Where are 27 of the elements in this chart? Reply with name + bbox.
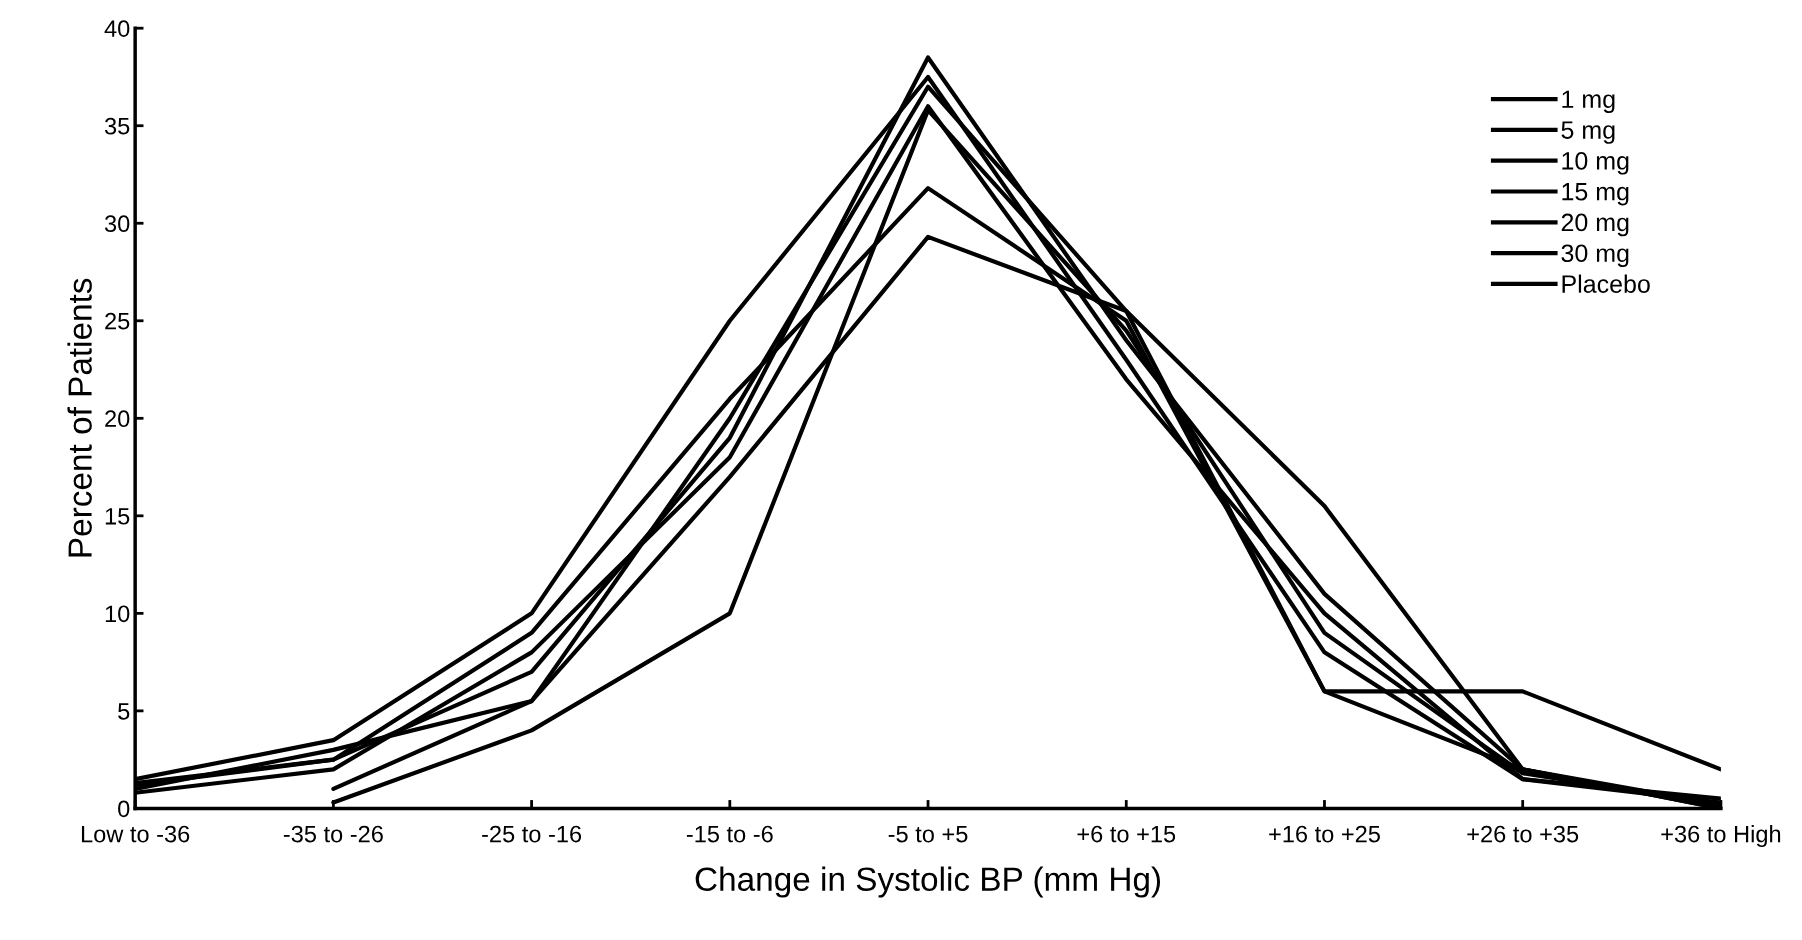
y-tick-label: 20 (105, 410, 130, 428)
legend-label: 5 mg (1561, 121, 1615, 144)
legend-label: 10 mg (1562, 151, 1629, 175)
legend-label: Placebo (1562, 274, 1650, 293)
x-axis-title: Change in Systolic BP (mm Hg) (695, 866, 1161, 898)
y-axis-title: Percent of Patients (67, 278, 92, 557)
legend-label: 1 mg (1562, 90, 1615, 114)
x-tick-label: +16 to +25 (1269, 825, 1380, 843)
legend-label: 15 mg (1562, 183, 1629, 206)
x-tick-label: +36 to High (1661, 825, 1781, 848)
y-tick-label: 25 (105, 312, 130, 330)
y-tick-label: 30 (104, 215, 130, 233)
y-tick-label: 0 (118, 800, 130, 818)
x-tick-label: Low to -36 (81, 825, 190, 843)
legend-label: 30 mg (1561, 244, 1629, 268)
y-tick-label: 15 (105, 508, 130, 525)
x-tick-label: -5 to +5 (888, 825, 968, 843)
y-tick-label: 40 (104, 20, 130, 37)
x-tick-label: +6 to +15 (1077, 825, 1176, 843)
x-tick-label: -35 to -26 (283, 825, 383, 843)
x-tick-label: -25 to -16 (482, 825, 582, 843)
y-tick-label: 35 (104, 117, 130, 135)
x-tick-label: -15 to -6 (686, 825, 773, 843)
y-tick-label: 5 (118, 703, 130, 720)
legend-label: 20 mg (1561, 213, 1629, 237)
x-tick-label: +26 to +35 (1467, 825, 1579, 843)
y-tick-label: 10 (105, 605, 130, 623)
